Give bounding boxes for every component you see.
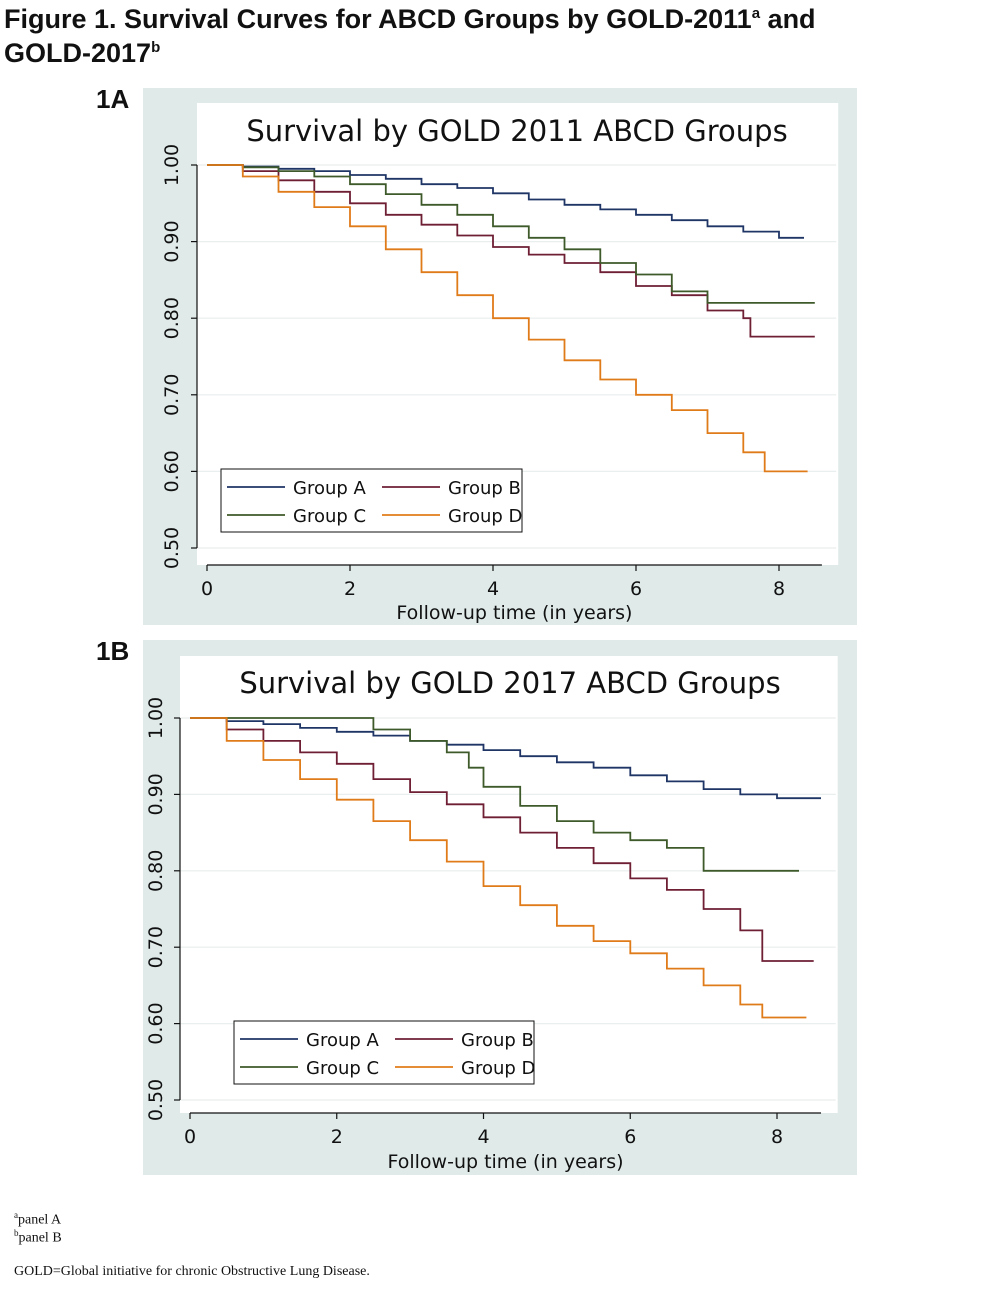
legend-box: [220, 468, 523, 533]
y-tick-label: 0.90: [145, 773, 167, 815]
series-line-group-d: [207, 164, 808, 473]
y-tick-label: 0.70: [161, 374, 183, 416]
x-tick-label: 0: [201, 578, 213, 600]
y-tick-label: 1.00: [161, 144, 183, 186]
footnote-b-sup: b: [14, 1228, 19, 1238]
series-line-group-a: [190, 717, 821, 800]
series-line-group-b: [207, 164, 815, 338]
chart-title: Survival by GOLD 2011 ABCD Groups: [246, 114, 787, 148]
footnote-a-text: panel A: [18, 1212, 62, 1228]
legend-label: Group A: [306, 1030, 380, 1051]
x-axis-label: Follow-up time (in years): [396, 602, 632, 624]
x-tick-label: 2: [344, 578, 356, 600]
abbreviation-note: GOLD=Global initiative for chronic Obstr…: [14, 1264, 370, 1279]
legend-box: [233, 1020, 535, 1085]
legend-label: Group B: [461, 1030, 534, 1051]
footnote-a: apanel A: [14, 1210, 61, 1229]
figure-title-main: Figure 1. Survival Curves for ABCD Group…: [4, 4, 752, 34]
chart-title-box: [198, 103, 836, 155]
figure-title-sup-b: b: [151, 39, 161, 56]
chart-panel-b: Survival by GOLD 2017 ABCD Groups 0.50 0.6…: [143, 640, 857, 1175]
series-line-group-c: [190, 717, 799, 872]
footnote-a-sup: a: [14, 1210, 18, 1220]
series-line-group-a: [207, 164, 804, 239]
y-tick-label: 0.60: [145, 1002, 167, 1044]
chart-panel-a: Survival by GOLD 2011 ABCD Groups 0.50 0.6…: [143, 88, 857, 625]
x-tick-label: 6: [630, 578, 642, 600]
x-tick-label: 2: [331, 1126, 343, 1148]
series-line-group-d: [190, 717, 807, 1019]
y-tick-label: 0.90: [161, 220, 183, 262]
legend: Group A Group B Group C Group D: [233, 1020, 535, 1085]
figure-title-sup-a: a: [751, 5, 761, 22]
y-tick-label: 0.50: [145, 1079, 167, 1121]
figure-title: Figure 1. Survival Curves for ABCD Group…: [4, 2, 994, 70]
chart-title: Survival by GOLD 2017 ABCD Groups: [239, 666, 780, 700]
x-tick-label: 4: [487, 578, 499, 600]
y-tick-label: 0.50: [161, 527, 183, 569]
x-tick-label: 6: [624, 1126, 636, 1148]
footnote-b-text: panel B: [18, 1230, 62, 1246]
y-tick-label: 0.80: [145, 850, 167, 892]
figure-title-and: and: [760, 4, 816, 34]
y-tick-label: 0.60: [161, 450, 183, 492]
y-tick-label: 1.00: [145, 697, 167, 739]
x-tick-label: 4: [477, 1126, 489, 1148]
legend-label: Group D: [448, 506, 522, 527]
panel-label-1a: 1A: [96, 84, 130, 114]
legend: Group A Group B Group C Group D: [220, 468, 523, 533]
legend-label: Group B: [448, 478, 521, 499]
series-line-group-b: [190, 717, 814, 962]
legend-label: Group D: [461, 1058, 535, 1079]
x-tick-label: 8: [771, 1126, 783, 1148]
chart-title-box: [183, 656, 837, 707]
legend-label: Group A: [293, 478, 367, 499]
figure-title-line2: GOLD-2017: [4, 38, 152, 68]
y-tick-label: 0.70: [145, 926, 167, 968]
x-tick-label: 8: [773, 578, 785, 600]
y-tick-label: 0.80: [161, 297, 183, 339]
legend-label: Group C: [293, 506, 366, 527]
x-axis-label: Follow-up time (in years): [387, 1151, 623, 1173]
x-tick-label: 0: [184, 1126, 196, 1148]
panel-label-1b: 1B: [96, 636, 130, 666]
series-line-group-c: [207, 164, 815, 304]
footnote-b: bpanel B: [14, 1228, 62, 1247]
legend-label: Group C: [306, 1058, 379, 1079]
